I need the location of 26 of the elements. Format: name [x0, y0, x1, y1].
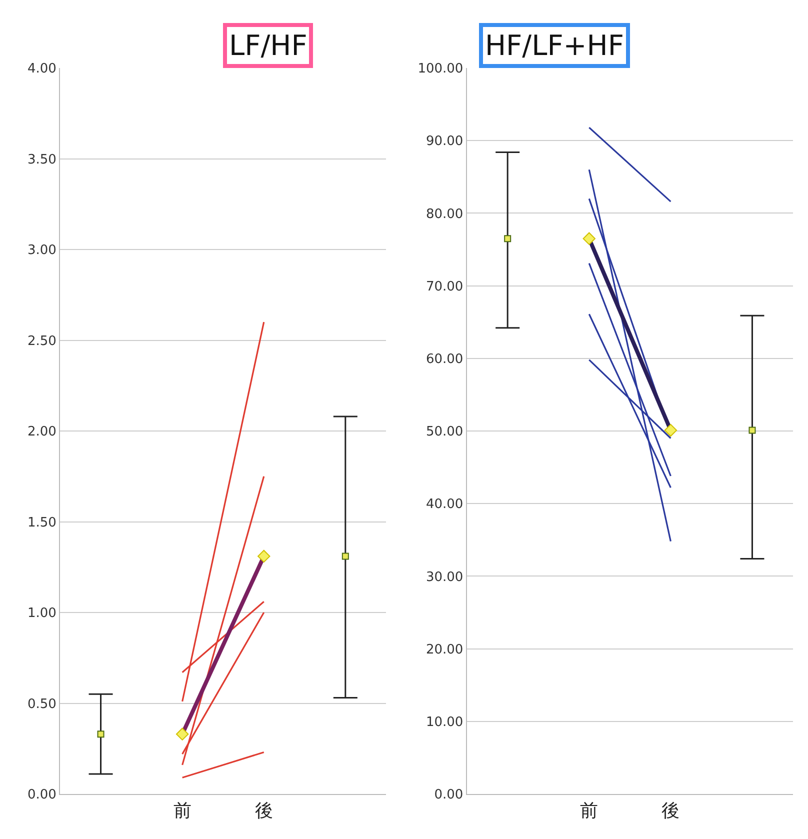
y-tick-label: 1.00 [27, 606, 56, 622]
y-tick-label: 0.00 [434, 788, 464, 803]
y-tick-label: 0.50 [27, 696, 56, 712]
chart-title: HF/LF+HF [485, 29, 624, 62]
x-tick-label: 前 [173, 800, 192, 822]
y-tick-label: 30.00 [426, 570, 464, 585]
y-tick-label: 20.00 [426, 642, 464, 658]
y-tick-label: 0.00 [27, 788, 56, 803]
y-tick-label: 100.00 [418, 62, 464, 77]
x-tick-label: 後 [662, 800, 680, 822]
y-tick-label: 4.00 [27, 62, 56, 77]
y-tick-label: 10.00 [426, 714, 464, 730]
y-tick-label: 1.50 [27, 515, 56, 530]
y-tick-label: 70.00 [426, 279, 464, 294]
x-tick-label: 前 [580, 800, 598, 822]
y-tick-label: 50.00 [426, 424, 464, 440]
y-tick-label: 2.50 [27, 334, 56, 349]
y-tick-label: 3.50 [27, 152, 56, 168]
chart-title: LF/HF [229, 29, 308, 62]
y-tick-label: 40.00 [426, 497, 464, 512]
x-tick-label: 後 [254, 800, 273, 822]
y-tick-label: 60.00 [426, 352, 464, 367]
y-tick-label: 80.00 [426, 206, 464, 222]
y-tick-label: 2.00 [27, 424, 56, 440]
y-tick-label: 90.00 [426, 134, 464, 150]
y-tick-label: 3.00 [27, 243, 56, 258]
